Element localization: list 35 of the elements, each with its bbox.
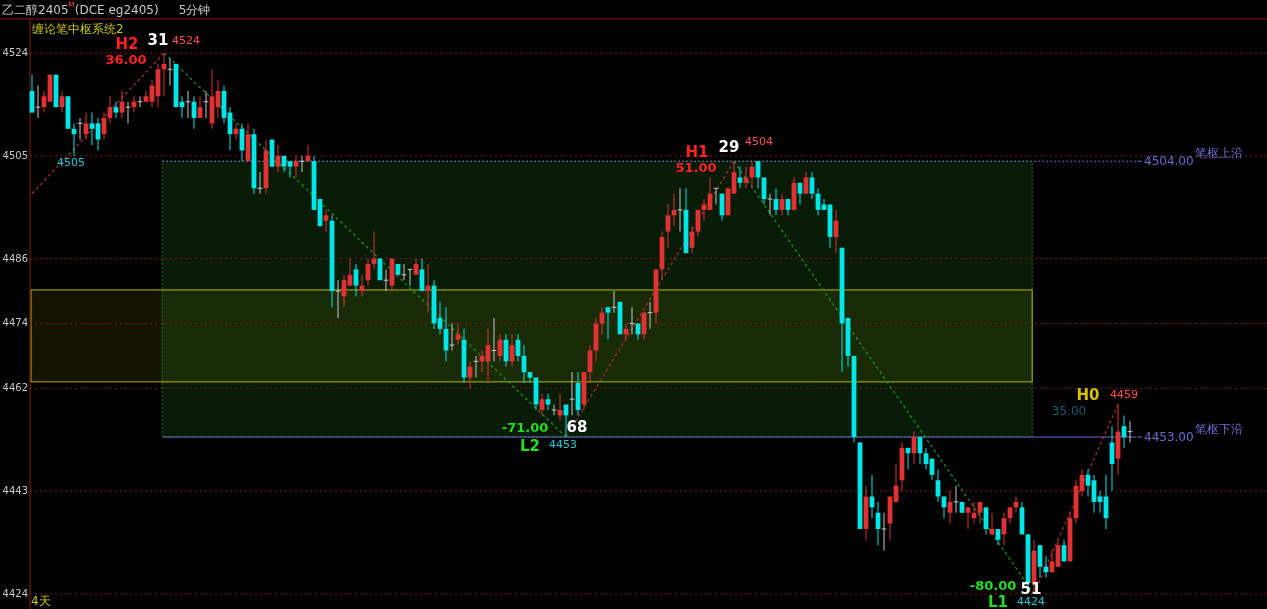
annotation: 31: [147, 30, 169, 49]
y-tick-label: 4443: [2, 485, 28, 497]
annotation: 51.00: [675, 159, 717, 175]
annotation: 4424: [1017, 595, 1045, 608]
annotation: 4天: [31, 593, 51, 608]
annotation: L2: [520, 436, 540, 455]
y-tick-label: 4486: [2, 252, 28, 264]
ref-line-label: 4453.00: [1144, 429, 1194, 444]
annotation: 缠论笔中枢系统2: [32, 21, 124, 36]
annotation: 29: [718, 137, 740, 156]
chart-title: 乙二醇2405$^{M}$(DCE eg2405): [2, 0, 159, 17]
text: 笔枢上沿: [1195, 145, 1243, 160]
annotation: 4505: [57, 156, 85, 169]
annotation: 4504: [745, 135, 773, 148]
annotation: H2: [115, 34, 139, 53]
annotation: -80.00: [969, 577, 1017, 593]
annotation: 36.00: [105, 51, 147, 67]
ref-line-label: 4504.00: [1144, 153, 1194, 168]
annotation: H0: [1076, 385, 1100, 404]
annotation: L1: [988, 592, 1008, 609]
y-tick-label: 4424: [2, 587, 28, 599]
chart-subtitle: 5分钟: [178, 2, 211, 17]
text: 笔枢下沿: [1195, 421, 1243, 436]
annotation: 4453: [549, 438, 577, 451]
annotation: 4459: [1110, 388, 1138, 401]
annotation: 51: [1020, 579, 1042, 598]
y-tick-label: 4524: [2, 47, 28, 59]
y-tick-label: 4474: [2, 317, 28, 329]
annotation: 35.00: [1051, 403, 1087, 418]
y-tick-label: 4505: [2, 149, 28, 161]
annotation: 4524: [172, 34, 200, 47]
annotation: -71.00: [501, 419, 549, 435]
annotation: 68: [566, 417, 588, 436]
annotation: H1: [685, 142, 709, 161]
y-tick-label: 4462: [2, 382, 28, 394]
